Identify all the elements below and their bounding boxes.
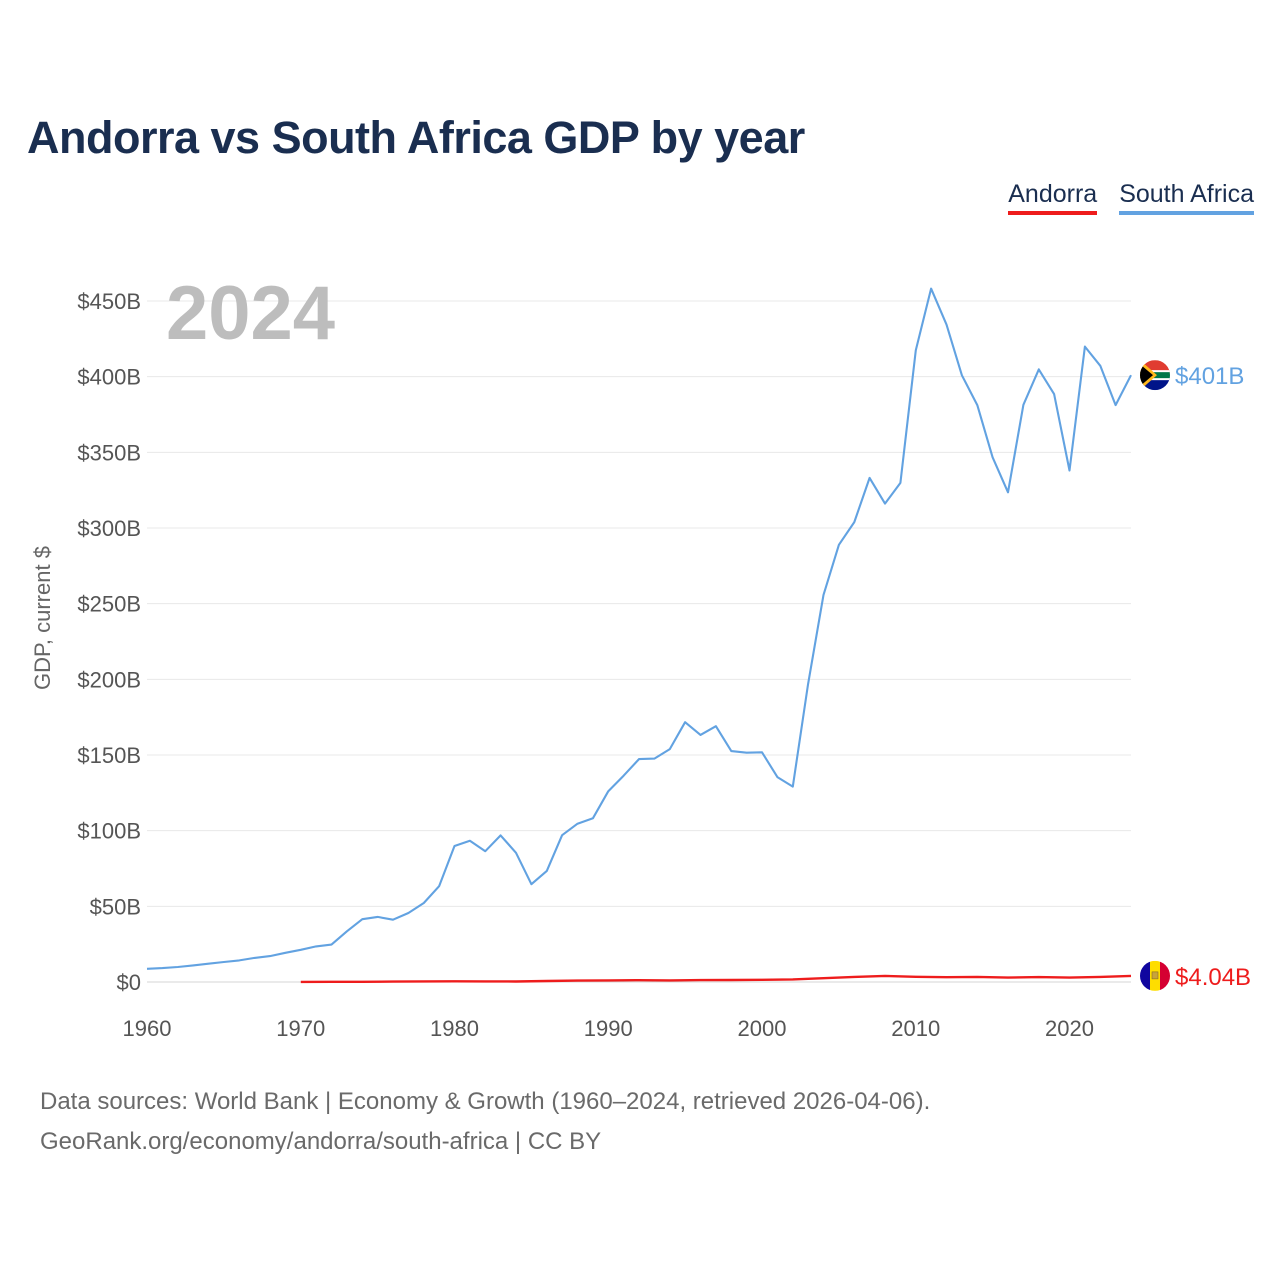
andorra-flag-icon bbox=[1140, 960, 1170, 991]
y-tick-label: $200B bbox=[77, 667, 141, 692]
y-tick-label: $50B bbox=[90, 894, 141, 919]
end-markers: $401B $4.04B bbox=[1140, 360, 1251, 991]
series-line-south-africa[interactable] bbox=[146, 287, 1132, 970]
end-label-andorra: $4.04B bbox=[1175, 964, 1251, 991]
y-tick-label: $350B bbox=[77, 440, 141, 465]
y-tick-label: $250B bbox=[77, 592, 141, 617]
x-tick-label: 1980 bbox=[430, 1016, 479, 1041]
y-tick-label: $300B bbox=[77, 516, 141, 541]
x-tick-label: 2010 bbox=[891, 1016, 940, 1041]
y-axis-title: GDP, current $ bbox=[30, 546, 55, 690]
end-label-south-africa: $401B bbox=[1175, 363, 1244, 390]
legend-item-south-africa[interactable]: South Africa bbox=[1119, 180, 1254, 215]
x-tick-label: 2020 bbox=[1045, 1016, 1094, 1041]
year-label: 2024 bbox=[166, 271, 335, 356]
x-tick-label: 2000 bbox=[738, 1016, 787, 1041]
x-tick-label: 1990 bbox=[584, 1016, 633, 1041]
chart-title: Andorra vs South Africa GDP by year bbox=[27, 112, 805, 163]
footer: Data sources: World Bank | Economy & Gro… bbox=[40, 1082, 930, 1162]
legend-item-andorra[interactable]: Andorra bbox=[1008, 180, 1098, 215]
gridlines bbox=[147, 300, 1131, 983]
x-tick-label: 1970 bbox=[276, 1016, 325, 1041]
y-tick-label: $400B bbox=[77, 365, 141, 390]
series-line-andorra[interactable] bbox=[300, 974, 1132, 984]
y-tick-label: $450B bbox=[77, 289, 141, 314]
footer-sources: Data sources: World Bank | Economy & Gro… bbox=[40, 1088, 931, 1115]
legend: Andorra South Africa bbox=[1008, 180, 1254, 215]
series-lines bbox=[146, 287, 1132, 984]
y-axis-ticks: $0 $50B $100B $150B $200B $250B $300B $350B $400… bbox=[77, 289, 141, 995]
x-tick-label: 1960 bbox=[123, 1016, 172, 1041]
y-tick-label: $100B bbox=[77, 819, 141, 844]
y-tick-label: $150B bbox=[77, 743, 141, 768]
y-tick-label: $0 bbox=[117, 970, 141, 995]
x-axis-ticks: 1960 1970 1980 1990 2000 2010 2020 bbox=[123, 1016, 1094, 1041]
south-africa-flag-icon bbox=[1140, 360, 1170, 391]
footer-attribution[interactable]: GeoRank.org/economy/andorra/south-africa… bbox=[40, 1128, 602, 1155]
